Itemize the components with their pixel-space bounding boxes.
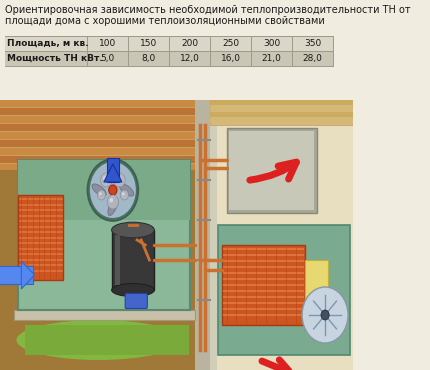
Bar	[0, 148, 210, 155]
Text: 21,0: 21,0	[262, 54, 282, 63]
Ellipse shape	[120, 184, 134, 196]
Text: 100: 100	[99, 39, 116, 48]
Bar	[210, 112, 353, 117]
Bar	[195, 100, 210, 370]
Bar	[210, 100, 353, 370]
Circle shape	[103, 176, 107, 180]
Text: Мощность ТН кВт.: Мощность ТН кВт.	[7, 54, 103, 63]
Text: 150: 150	[140, 39, 157, 48]
Circle shape	[101, 173, 112, 187]
Circle shape	[110, 198, 113, 202]
Text: 16,0: 16,0	[221, 54, 241, 63]
Circle shape	[122, 192, 125, 195]
Bar	[0, 108, 210, 115]
Bar	[25, 325, 189, 355]
FancyArrowPatch shape	[250, 162, 296, 180]
Bar	[0, 266, 33, 284]
Circle shape	[97, 190, 105, 200]
Ellipse shape	[92, 184, 106, 196]
FancyBboxPatch shape	[218, 225, 350, 355]
Circle shape	[109, 185, 117, 195]
Bar	[222, 245, 304, 325]
Bar	[0, 156, 210, 163]
FancyBboxPatch shape	[125, 293, 147, 309]
Text: 300: 300	[263, 39, 280, 48]
Bar	[0, 100, 210, 370]
Bar	[210, 100, 353, 105]
Circle shape	[87, 159, 138, 221]
Bar	[229, 131, 314, 210]
Circle shape	[114, 173, 125, 187]
Text: 250: 250	[222, 39, 239, 48]
Bar	[304, 260, 328, 325]
Text: 8,0: 8,0	[141, 54, 156, 63]
Bar	[0, 164, 210, 171]
FancyBboxPatch shape	[227, 128, 317, 213]
Bar	[5, 51, 333, 66]
Ellipse shape	[112, 222, 154, 238]
Bar	[210, 100, 353, 125]
Text: Площадь, м кв.: Площадь, м кв.	[7, 39, 89, 48]
Circle shape	[321, 310, 329, 320]
Text: 350: 350	[304, 39, 321, 48]
Polygon shape	[22, 261, 34, 289]
Circle shape	[99, 192, 101, 195]
Bar	[0, 132, 210, 139]
FancyBboxPatch shape	[18, 160, 190, 310]
Bar	[0, 124, 210, 131]
Bar	[115, 235, 120, 285]
Bar	[5, 36, 333, 51]
Bar	[0, 140, 210, 147]
FancyArrowPatch shape	[262, 360, 291, 370]
Bar	[107, 158, 119, 182]
Circle shape	[90, 162, 136, 218]
Text: 12,0: 12,0	[180, 54, 200, 63]
Circle shape	[302, 287, 348, 343]
Bar	[210, 118, 353, 123]
Bar	[14, 310, 194, 320]
Bar	[0, 100, 210, 107]
Bar	[0, 170, 210, 370]
Ellipse shape	[108, 164, 118, 182]
Circle shape	[116, 176, 120, 180]
Text: 28,0: 28,0	[303, 54, 322, 63]
Bar	[18, 195, 63, 280]
Bar	[0, 116, 210, 123]
Text: 5,0: 5,0	[101, 54, 115, 63]
Text: площади дома с хорошими теплоизоляционными свойствами: площади дома с хорошими теплоизоляционны…	[5, 16, 325, 26]
Bar	[210, 106, 353, 111]
Polygon shape	[104, 164, 122, 182]
Bar	[112, 230, 154, 290]
Circle shape	[107, 195, 119, 209]
Circle shape	[120, 190, 129, 200]
Ellipse shape	[16, 320, 181, 360]
Bar	[18, 160, 190, 220]
Bar	[210, 100, 217, 370]
Ellipse shape	[108, 198, 118, 216]
Text: 200: 200	[181, 39, 198, 48]
Ellipse shape	[112, 283, 154, 296]
Text: Ориентировочная зависимость необходимой теплопроизводительности ТН от: Ориентировочная зависимость необходимой …	[5, 5, 411, 15]
